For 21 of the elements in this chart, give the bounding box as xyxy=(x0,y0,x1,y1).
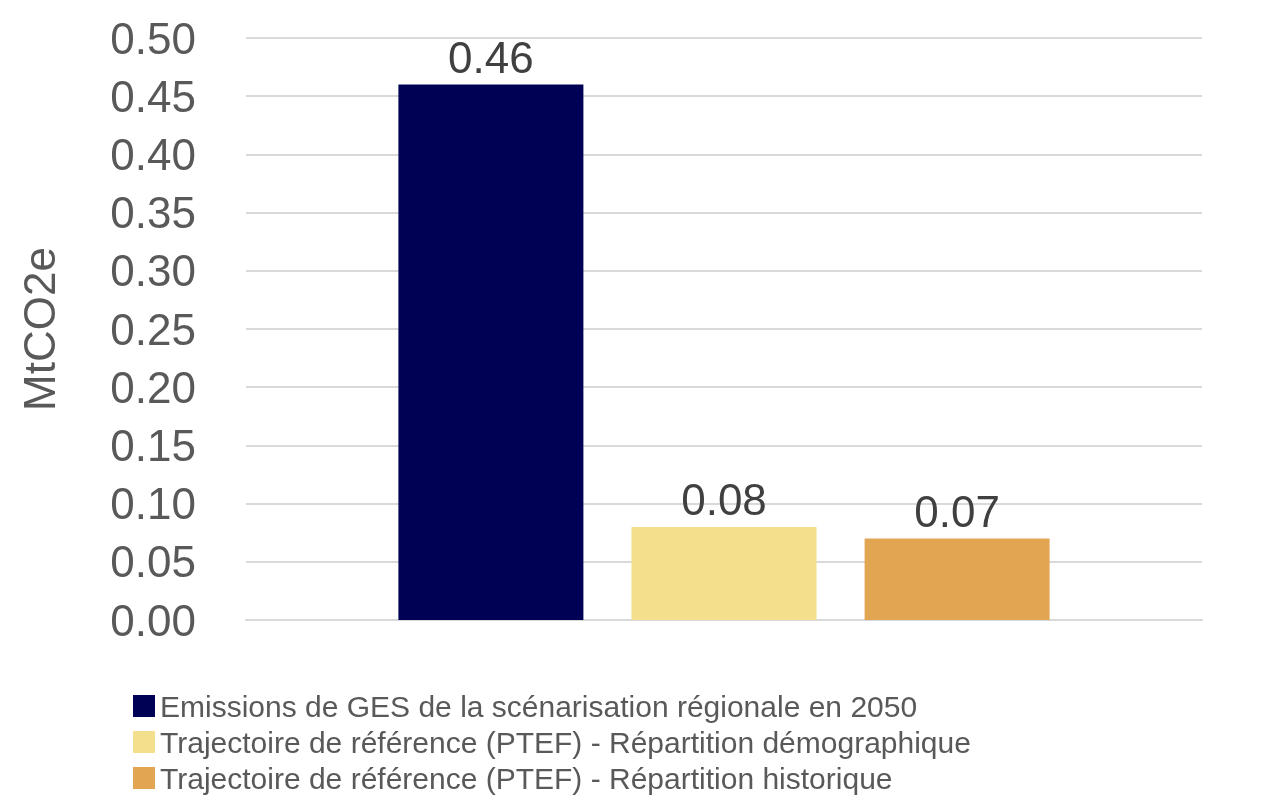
bar xyxy=(631,526,817,620)
bar xyxy=(398,84,584,620)
y-tick-label: 0.50 xyxy=(110,13,196,63)
data-label: 0.08 xyxy=(681,475,767,525)
bar xyxy=(864,538,1050,620)
y-axis-title: MtCO2e xyxy=(14,247,64,411)
data-label: 0.07 xyxy=(914,487,1000,537)
data-label: 0.46 xyxy=(448,33,534,83)
y-tick-label: 0.30 xyxy=(110,246,196,296)
y-tick-label: 0.35 xyxy=(110,188,196,238)
y-tick-label: 0.20 xyxy=(110,362,196,412)
y-tick-label: 0.40 xyxy=(110,129,196,179)
y-tick-label: 0.15 xyxy=(110,420,196,470)
y-tick-label: 0.05 xyxy=(110,537,196,587)
y-tick-label: 0.10 xyxy=(110,479,196,529)
legend-label: Emissions de GES de la scénarisation régionale en 2050 xyxy=(160,689,918,723)
y-tick-label: 0.45 xyxy=(110,71,196,121)
legend-label: Trajectoire de référence (PTEF) - Répartition historique xyxy=(160,761,893,795)
legend-label: Trajectoire de référence (PTEF) - Répartition démographique xyxy=(160,725,971,759)
y-tick-label: 0.00 xyxy=(110,595,196,645)
y-tick-label: 0.25 xyxy=(110,304,196,354)
